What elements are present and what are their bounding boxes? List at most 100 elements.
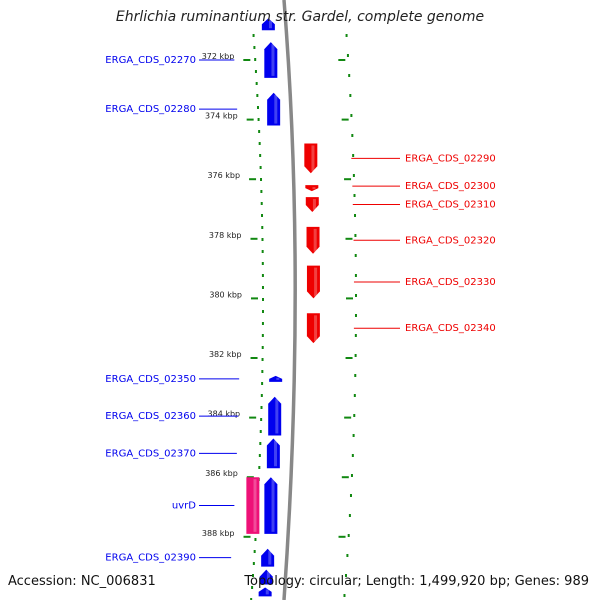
gene-label: ERGA_CDS_02300 — [405, 181, 496, 192]
gene-highlight — [253, 479, 257, 532]
guide-dot — [258, 466, 261, 469]
gene-label: ERGA_CDS_02290 — [405, 153, 496, 164]
guide-dot — [353, 414, 356, 417]
guide-dot — [353, 394, 356, 397]
gene-label: ERGA_CDS_02360 — [105, 411, 196, 422]
gene-highlight — [269, 20, 273, 29]
guide-dot — [253, 46, 256, 49]
guide-dot — [261, 226, 264, 229]
gene-arrow — [269, 375, 283, 382]
guide-dot — [261, 358, 264, 361]
guide-dot — [255, 82, 258, 85]
guide-dot — [345, 34, 348, 37]
tick-mark-right — [345, 237, 353, 240]
gene-highlight — [275, 398, 279, 434]
tick-mark-right — [344, 416, 352, 419]
gene-label: ERGA_CDS_02370 — [105, 448, 196, 459]
genome-summary-text: Topology: circular; Length: 1,499,920 bp… — [244, 574, 589, 589]
gene-arrow — [306, 313, 320, 344]
guide-dot — [354, 354, 357, 357]
guide-dot — [350, 474, 353, 477]
gene-highlight — [268, 550, 272, 565]
gene-highlight — [274, 94, 278, 124]
gene-highlight — [311, 145, 315, 172]
tick-mark-right — [345, 357, 353, 359]
gene-arrow — [304, 143, 318, 174]
gene-arrow — [266, 438, 280, 469]
gene-highlight — [266, 571, 270, 583]
guide-dot — [259, 166, 262, 169]
tick-label: 372 kbp — [202, 52, 235, 61]
guide-dot — [259, 442, 262, 445]
tick-mark-right — [341, 118, 349, 121]
gene-label: ERGA_CDS_02310 — [405, 200, 496, 211]
tick-marks: 372 kbp 374 kbp 376 kbp 378 kbp 380 kbp 382 k… — [202, 52, 353, 538]
gene-label: uvrD — [172, 501, 196, 512]
guide-dot — [260, 418, 263, 421]
gene-arrow — [305, 197, 319, 212]
guide-dot — [252, 562, 255, 565]
tick-mark-left — [243, 535, 251, 538]
guide-dot — [261, 322, 264, 325]
guide-dot — [252, 34, 255, 37]
gene-arrow — [264, 42, 278, 78]
gene-label: ERGA_CDS_02330 — [405, 277, 496, 288]
guide-dot — [260, 394, 263, 397]
tick-mark-left — [250, 357, 258, 359]
gene-highlight — [265, 589, 269, 595]
tick-label: 378 kbp — [209, 231, 242, 240]
tick-mark-left — [250, 297, 258, 300]
guide-dot — [354, 294, 357, 297]
tick-label: 386 kbp — [205, 469, 238, 478]
gene-highlight — [312, 187, 316, 190]
gene-label: ERGA_CDS_02320 — [405, 235, 496, 246]
guide-dot — [354, 334, 357, 337]
guide-dot — [254, 70, 257, 73]
tick-mark-left — [249, 178, 257, 181]
guide-dot — [254, 58, 257, 61]
guide-dot — [256, 106, 259, 109]
guide-dot — [344, 574, 347, 577]
guide-dot — [250, 598, 253, 600]
guide-dot — [261, 274, 264, 277]
tick-label: 388 kbp — [202, 529, 235, 538]
guide-dot — [259, 154, 262, 157]
guide-dot — [347, 534, 350, 537]
guide-dot — [261, 214, 264, 217]
guide-dot — [353, 194, 356, 197]
guide-dot — [261, 238, 264, 241]
guide-dot — [349, 494, 352, 497]
guide-dot — [346, 54, 349, 57]
guide-dot — [261, 334, 264, 337]
gene-label: ERGA_CDS_02270 — [105, 55, 196, 66]
guide-dot — [348, 74, 351, 77]
guide-dot — [261, 298, 264, 301]
gene-highlight — [313, 228, 317, 252]
tick-label: 382 kbp — [209, 350, 242, 359]
guide-dot — [352, 434, 355, 437]
gene-arrow — [305, 185, 319, 192]
gene-arrow — [259, 569, 273, 585]
tick-label: 380 kbp — [209, 290, 242, 299]
gene-arrow — [306, 265, 320, 299]
guide-dot — [259, 430, 262, 433]
tick-mark-left — [249, 416, 257, 419]
gene-arrow — [261, 548, 275, 567]
guide-dot — [350, 114, 353, 117]
guide-dot — [260, 190, 263, 193]
guide-dot — [261, 286, 264, 289]
guide-dot — [354, 234, 357, 237]
tick-label: 384 kbp — [208, 410, 241, 419]
guide-dot — [253, 550, 256, 553]
guide-dot — [257, 118, 260, 121]
guide-dot — [261, 262, 264, 265]
guide-dot — [258, 130, 261, 133]
guide-dot — [351, 134, 354, 137]
gene-highlight — [276, 377, 280, 380]
gene-highlight — [312, 199, 316, 210]
guide-dot — [251, 574, 254, 577]
gene-arrow — [246, 477, 260, 534]
guide-dot — [261, 310, 264, 313]
guide-dot — [354, 314, 357, 317]
